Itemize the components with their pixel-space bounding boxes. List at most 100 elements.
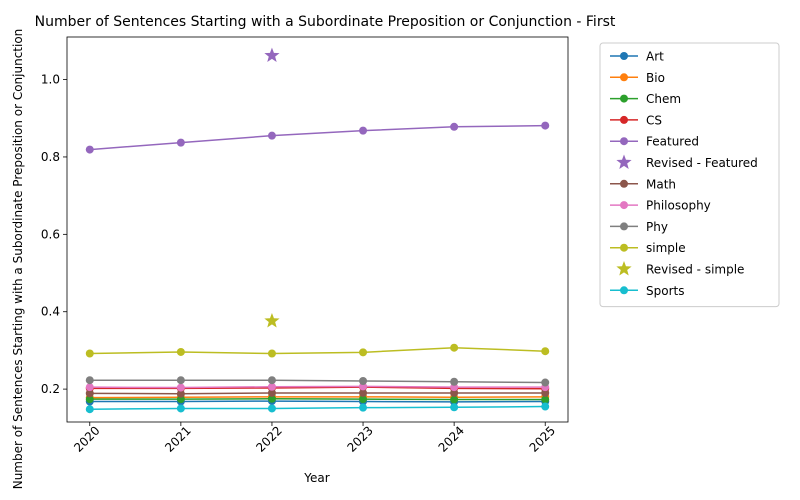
data-point [85, 349, 94, 358]
data-point [541, 388, 550, 397]
data-point [359, 395, 368, 404]
data-point-star [264, 313, 280, 328]
legend-label: Sports [646, 284, 684, 298]
plot-area [66, 36, 569, 423]
data-point [359, 348, 368, 357]
series-simple [85, 343, 550, 358]
data-point [450, 403, 459, 412]
legend-item: simple [610, 241, 686, 255]
legend-item: CS [610, 113, 662, 127]
data-point [267, 131, 276, 140]
series-line [89, 386, 546, 390]
x-axis-label: Year [303, 471, 329, 485]
legend-star-marker [616, 261, 632, 276]
legend-item: Chem [610, 92, 681, 106]
legend-marker [620, 115, 628, 124]
data-point [359, 403, 368, 412]
data-point [176, 389, 185, 398]
legend-marker [620, 179, 628, 188]
data-point [541, 347, 550, 356]
data-point [267, 376, 276, 385]
legend-marker [620, 52, 628, 60]
legend-marker [620, 286, 628, 295]
data-point [359, 126, 368, 135]
series-line [89, 396, 546, 399]
legend-label: Math [646, 177, 676, 191]
legend-label: Chem [646, 92, 681, 106]
legend-item: Art [610, 50, 664, 64]
series-line [89, 124, 546, 151]
data-point [359, 376, 368, 385]
series-line [89, 398, 546, 401]
legend-label: CS [646, 113, 662, 127]
data-point [267, 349, 276, 358]
data-point [450, 395, 459, 404]
series-line [89, 400, 546, 403]
series-chem [85, 394, 550, 404]
legend-marker [620, 94, 628, 103]
series-math [85, 388, 550, 398]
legend-label: Phy [646, 220, 668, 234]
data-point [85, 395, 94, 404]
data-point [85, 389, 94, 398]
series-line [89, 392, 546, 395]
data-point-star [264, 47, 280, 63]
series-featured [85, 121, 550, 154]
y-tick-label: 1.0 [41, 73, 60, 87]
legend: Art Bio Chem CS Featured Revised - Featured Ma… [599, 42, 780, 308]
legend-label: Revised - simple [646, 263, 744, 277]
legend-label: Featured [646, 135, 699, 149]
legend-item: Sports [610, 284, 684, 298]
data-point [176, 383, 185, 392]
series-line [89, 346, 546, 355]
legend-marker [620, 222, 628, 231]
legend-label: Philosophy [646, 199, 711, 213]
data-point [450, 343, 459, 352]
data-point [267, 394, 276, 403]
data-point [541, 395, 550, 404]
series-sports [85, 402, 550, 414]
series-line [89, 385, 546, 389]
series-revised-simple [264, 313, 280, 328]
y-axis: 0.2 0.4 0.6 0.8 1.0 [41, 73, 67, 396]
data-point [176, 138, 185, 147]
data-point [176, 404, 185, 413]
legend-item: Bio [610, 71, 665, 85]
data-point [541, 121, 550, 130]
legend-label: Revised - Featured [646, 156, 758, 170]
legend-label: simple [646, 241, 686, 255]
legend-label: Art [646, 50, 664, 64]
data-point [450, 377, 459, 386]
data-point [267, 388, 276, 397]
data-point [85, 405, 94, 414]
legend-marker [620, 243, 628, 252]
legend-marker [620, 73, 628, 82]
legend-label: Bio [646, 71, 665, 85]
data-point [541, 402, 550, 411]
plot-frame [66, 36, 569, 423]
legend-item: Phy [610, 220, 668, 234]
data-point [85, 145, 94, 154]
data-point [85, 376, 94, 385]
x-tick-label: 2022 [253, 423, 284, 454]
x-tick-label: 2021 [162, 423, 193, 454]
legend-item: Math [610, 177, 676, 191]
legend-item: Revised - Featured [616, 154, 758, 170]
series-line [89, 379, 546, 384]
x-tick-label: 2025 [527, 423, 558, 454]
y-tick-label: 0.8 [41, 150, 60, 164]
x-tick-label: 2020 [71, 423, 102, 454]
legend-marker [620, 201, 628, 210]
legend-item: Philosophy [610, 199, 711, 213]
data-point [541, 378, 550, 387]
y-axis-label: Number of Sentences Starting with a Subo… [11, 29, 25, 490]
series-phy [85, 376, 550, 387]
data-point [85, 383, 94, 392]
data-point [176, 347, 185, 356]
data-point [450, 122, 459, 131]
legend-item: Featured [610, 135, 699, 149]
data-point [176, 376, 185, 385]
legend-marker [620, 137, 628, 146]
data-point [359, 388, 368, 397]
